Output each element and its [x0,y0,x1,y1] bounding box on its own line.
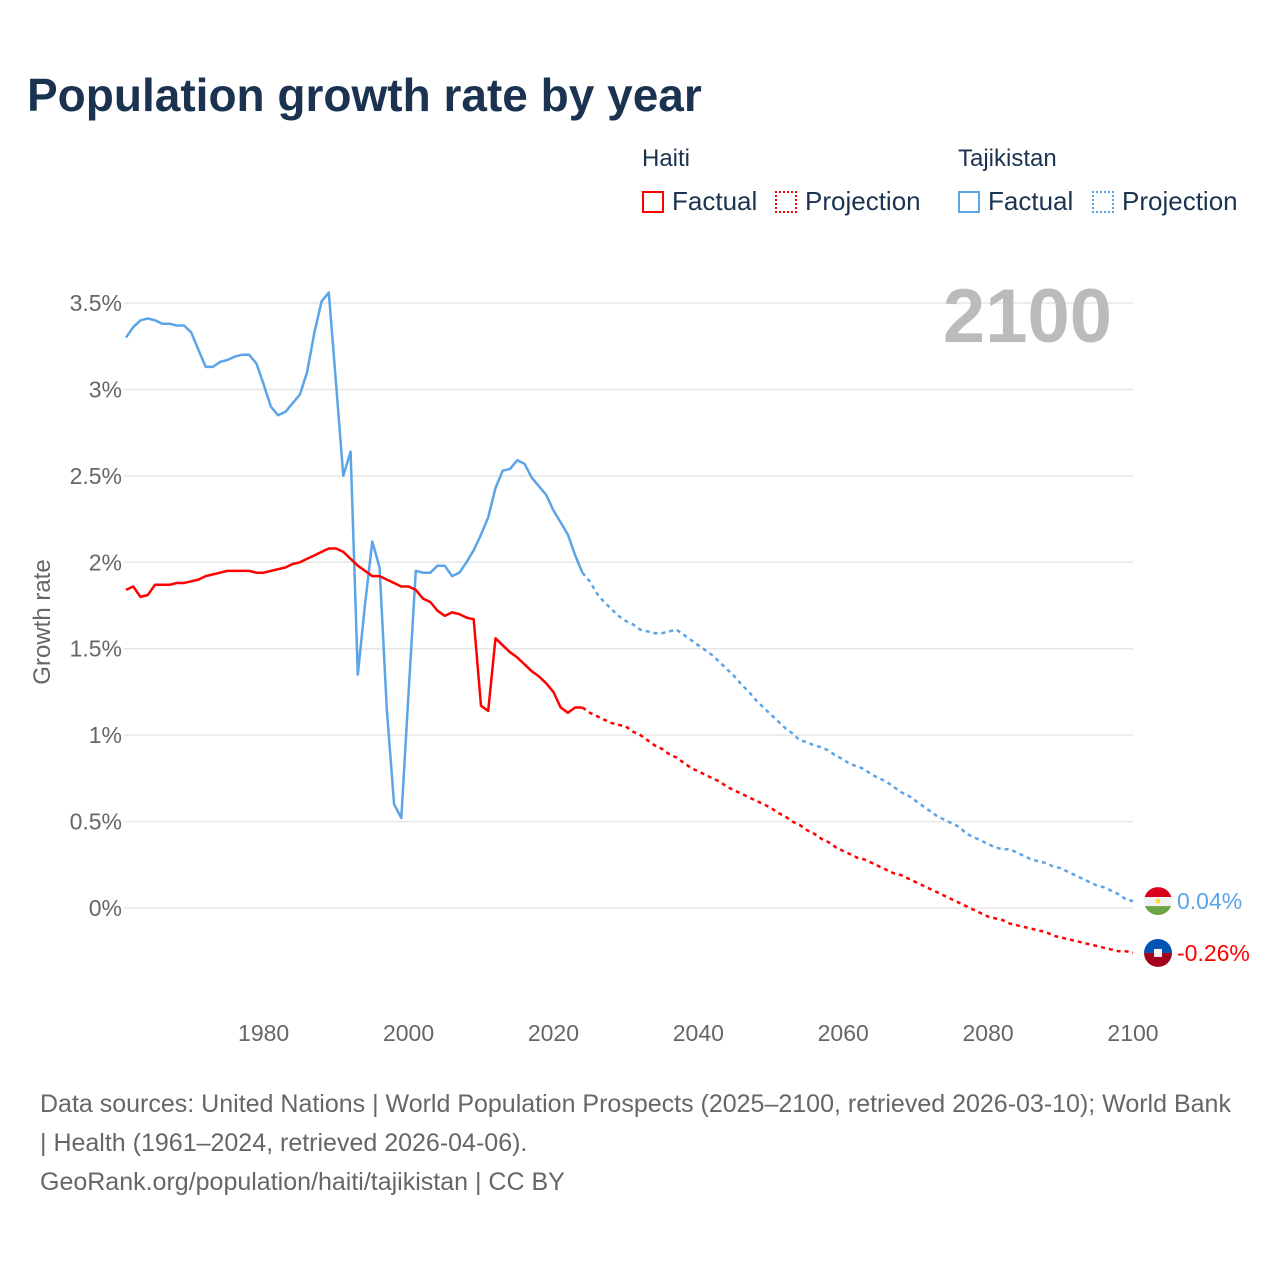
legend-group-haiti: Haiti [642,145,691,172]
tajikistan-factual-line [124,291,584,820]
flag-stripe [1144,952,1172,967]
flag-stripe [1144,887,1172,898]
tajikistan-end-value-label: 0.04% [1177,888,1242,914]
y-tick-label: 2.5% [70,463,122,489]
legend-tajikistan-factual[interactable]: Factual [958,186,1073,217]
x-tick-label: 2020 [528,1020,579,1046]
tajikistan-projection-line [581,571,1134,903]
x-tick-label: 2040 [673,1020,724,1046]
flag-emblem [1154,948,1162,957]
haiti-projection-line [581,706,1134,955]
flag-body [1144,887,1172,916]
y-tick-label: 0% [89,895,122,921]
y-tick-label: 3% [89,376,122,402]
legend-label: Factual [988,186,1074,216]
legend-swatch-dotted-icon [1092,190,1114,213]
flag-body [1144,938,1172,967]
y-axis-label: Growth rate [29,559,56,684]
current-year-label: 2100 [943,274,1112,359]
tajikistan-flag-icon [1144,887,1172,916]
x-tick-label: 2100 [1107,1020,1158,1046]
legend-label: Projection [1122,186,1238,216]
y-tick-label: 2% [89,549,122,575]
data-sources: Data sources: United Nations | World Pop… [40,1090,1231,1157]
legend-swatch-dotted-icon [775,190,797,213]
y-tick-label: 3.5% [70,290,122,316]
legend-tajikistan-projection[interactable]: Projection [1092,186,1238,217]
x-tick-label: 2080 [963,1020,1014,1046]
y-tick-label: 1.5% [70,636,122,662]
flag-crown [1155,898,1161,904]
haiti-flag-icon [1144,938,1172,967]
y-tick-label: 0.5% [70,809,122,835]
legend-swatch-solid-icon [958,190,980,213]
line-chart: 0% 0.5% 1% 1.5% 2% 2.5% 3% 3.5% 1980 2000 2020 2040… [29,274,1250,1046]
chart-title: Population growth rate by year [27,69,702,121]
legend-swatch-solid-icon [642,190,664,213]
x-tick-label: 2060 [818,1020,869,1046]
flag-stripe [1144,906,1172,916]
legend-label: Projection [805,186,921,216]
attribution-link[interactable]: GeoRank.org/population/haiti/tajikistan … [40,1168,565,1196]
legend-haiti-projection[interactable]: Projection [775,186,921,217]
legend-label: Factual [672,186,758,216]
x-tick-label: 2000 [383,1020,434,1046]
x-tick-label: 1980 [238,1020,289,1046]
haiti-factual-line [125,547,583,714]
haiti-end-value-label: -0.26% [1177,940,1250,966]
flag-stripe [1144,938,1172,953]
legend-group-tajikistan: Tajikistan [958,145,1057,172]
y-tick-label: 1% [89,722,122,748]
legend-haiti-factual[interactable]: Factual [642,186,757,217]
